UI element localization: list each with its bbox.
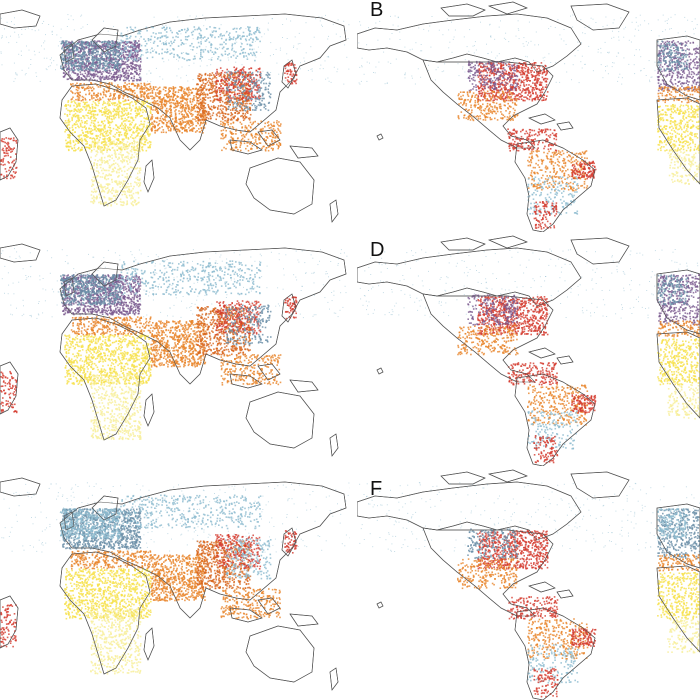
map-panel — [0, 0, 350, 232]
panel-label: D — [370, 240, 384, 260]
world-map — [0, 9, 350, 223]
world-map — [0, 477, 350, 691]
map-panel — [0, 468, 350, 700]
map-panel — [357, 234, 700, 466]
land-outlines — [357, 235, 700, 466]
land-outlines — [357, 469, 700, 700]
data-dots — [0, 14, 350, 207]
world-map — [357, 469, 700, 700]
map-panel — [0, 234, 350, 466]
data-dots — [359, 482, 700, 698]
panel-label: B — [370, 0, 383, 20]
map-panel — [357, 0, 700, 232]
world-map — [357, 235, 700, 466]
world-map — [0, 243, 348, 457]
panel-label: F — [370, 479, 382, 499]
world-map — [357, 1, 700, 232]
map-panel — [357, 468, 700, 700]
data-dots — [0, 248, 348, 441]
data-dots — [358, 14, 700, 230]
